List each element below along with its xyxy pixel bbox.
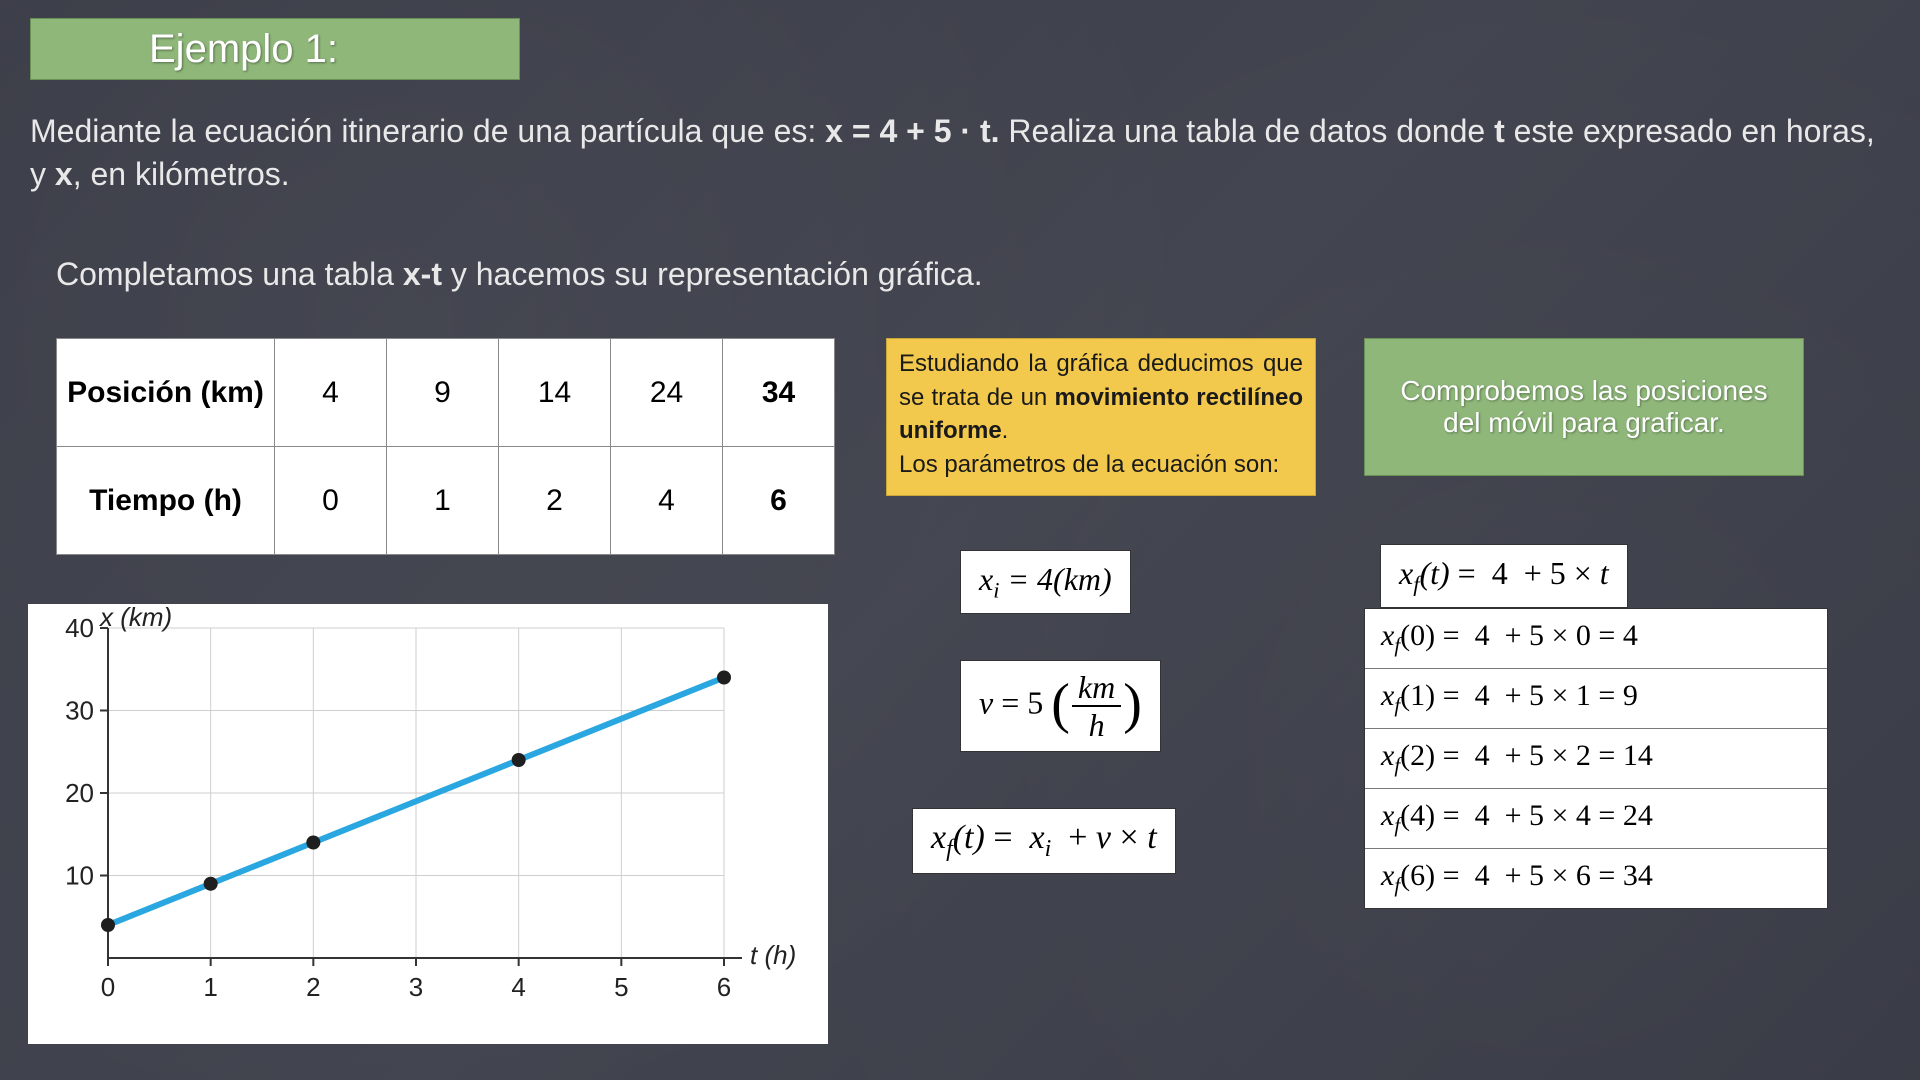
eq-xi-rhs: = 4(km) xyxy=(999,561,1111,597)
eq-v-eq: = 5 xyxy=(993,684,1051,720)
subline-text: Completamos una tabla x-t y hacemos su r… xyxy=(56,256,983,293)
eq-v-num: km xyxy=(1072,671,1121,707)
xt-table: Posición (km) 4 9 14 24 34 Tiempo (h) 0 … xyxy=(56,338,835,555)
svg-text:5: 5 xyxy=(614,972,628,1002)
svg-text:20: 20 xyxy=(65,778,94,808)
yellow-note: Estudiando la gráfica deducimos que se t… xyxy=(886,338,1316,496)
table-cell: 24 xyxy=(611,339,723,447)
intro-post1: Realiza una tabla de datos donde xyxy=(999,113,1494,149)
eq-sample-row: xf(0) = 4 + 5 × 0 = 4 xyxy=(1365,609,1827,669)
svg-text:3: 3 xyxy=(409,972,423,1002)
table-cell: 9 xyxy=(387,339,499,447)
intro-eq: x = 4 + 5 · t. xyxy=(825,113,999,149)
chart-svg: 10 20 30 40 0 1 2 3 4 5 6 x (km) t (h) xyxy=(28,604,828,1044)
eq-sample-row: xf(6) = 4 + 5 × 6 = 34 xyxy=(1365,849,1827,908)
intro-text: Mediante la ecuación itinerario de una p… xyxy=(30,110,1880,196)
eq-v-den: h xyxy=(1072,707,1121,741)
svg-text:x (km): x (km) xyxy=(98,604,172,632)
subline-post: y hacemos su representación gráfica. xyxy=(442,256,983,292)
eq-xi: xi = 4(km) xyxy=(960,550,1131,614)
svg-text:0: 0 xyxy=(101,972,115,1002)
intro-x: x xyxy=(55,156,73,192)
eq-v: v = 5 (kmh) xyxy=(960,660,1161,752)
svg-text:6: 6 xyxy=(717,972,731,1002)
table-cell: 34 xyxy=(723,339,835,447)
eq-v-frac: kmh xyxy=(1072,671,1121,741)
eq-sample-row: xf(4) = 4 + 5 × 4 = 24 xyxy=(1365,789,1827,849)
subline-pre: Completamos una tabla xyxy=(56,256,403,292)
table-cell: 6 xyxy=(723,447,835,555)
green-note-text: Comprobemos las posiciones del móvil par… xyxy=(1385,375,1783,439)
table-cell: 4 xyxy=(275,339,387,447)
eq-sample-row: xf(1) = 4 + 5 × 1 = 9 xyxy=(1365,669,1827,729)
paren-open-icon: ( xyxy=(1051,682,1070,727)
svg-text:1: 1 xyxy=(203,972,217,1002)
table-cell: 1 xyxy=(387,447,499,555)
intro-t: t xyxy=(1494,113,1505,149)
svg-text:2: 2 xyxy=(306,972,320,1002)
eq-xi-lhs: x xyxy=(979,561,993,597)
eq-xft-top: xf(t) = 4 + 5 × t xyxy=(1380,544,1628,608)
intro-post3: , en kilómetros. xyxy=(73,156,290,192)
svg-text:40: 40 xyxy=(65,613,94,643)
table-cell: 0 xyxy=(275,447,387,555)
intro-pre: Mediante la ecuación itinerario de una p… xyxy=(30,113,825,149)
eq-sample-row: xf(2) = 4 + 5 × 2 = 14 xyxy=(1365,729,1827,789)
table-cell: 4 xyxy=(611,447,723,555)
svg-text:30: 30 xyxy=(65,696,94,726)
yellow-line2: Los parámetros de la ecuación son: xyxy=(899,451,1279,478)
eq-v-v: v xyxy=(979,684,993,720)
eq-xf-general: xf(t) = xi + v × t xyxy=(912,808,1176,874)
yellow-line1b: . xyxy=(1002,417,1009,444)
xt-chart: 10 20 30 40 0 1 2 3 4 5 6 x (km) t (h) xyxy=(28,604,828,1044)
subline-bold: x-t xyxy=(403,256,442,292)
table-cell: 14 xyxy=(499,339,611,447)
table-header-position: Posición (km) xyxy=(57,339,275,447)
svg-text:4: 4 xyxy=(511,972,525,1002)
paren-close-icon: ) xyxy=(1123,682,1142,727)
eq-samples: xf(0) = 4 + 5 × 0 = 4 xf(1) = 4 + 5 × 1 … xyxy=(1364,608,1828,909)
example-title: Ejemplo 1: xyxy=(30,18,520,80)
green-note: Comprobemos las posiciones del móvil par… xyxy=(1364,338,1804,476)
table-header-time: Tiempo (h) xyxy=(57,447,275,555)
svg-text:t (h): t (h) xyxy=(750,940,796,970)
table-cell: 2 xyxy=(499,447,611,555)
svg-text:10: 10 xyxy=(65,861,94,891)
